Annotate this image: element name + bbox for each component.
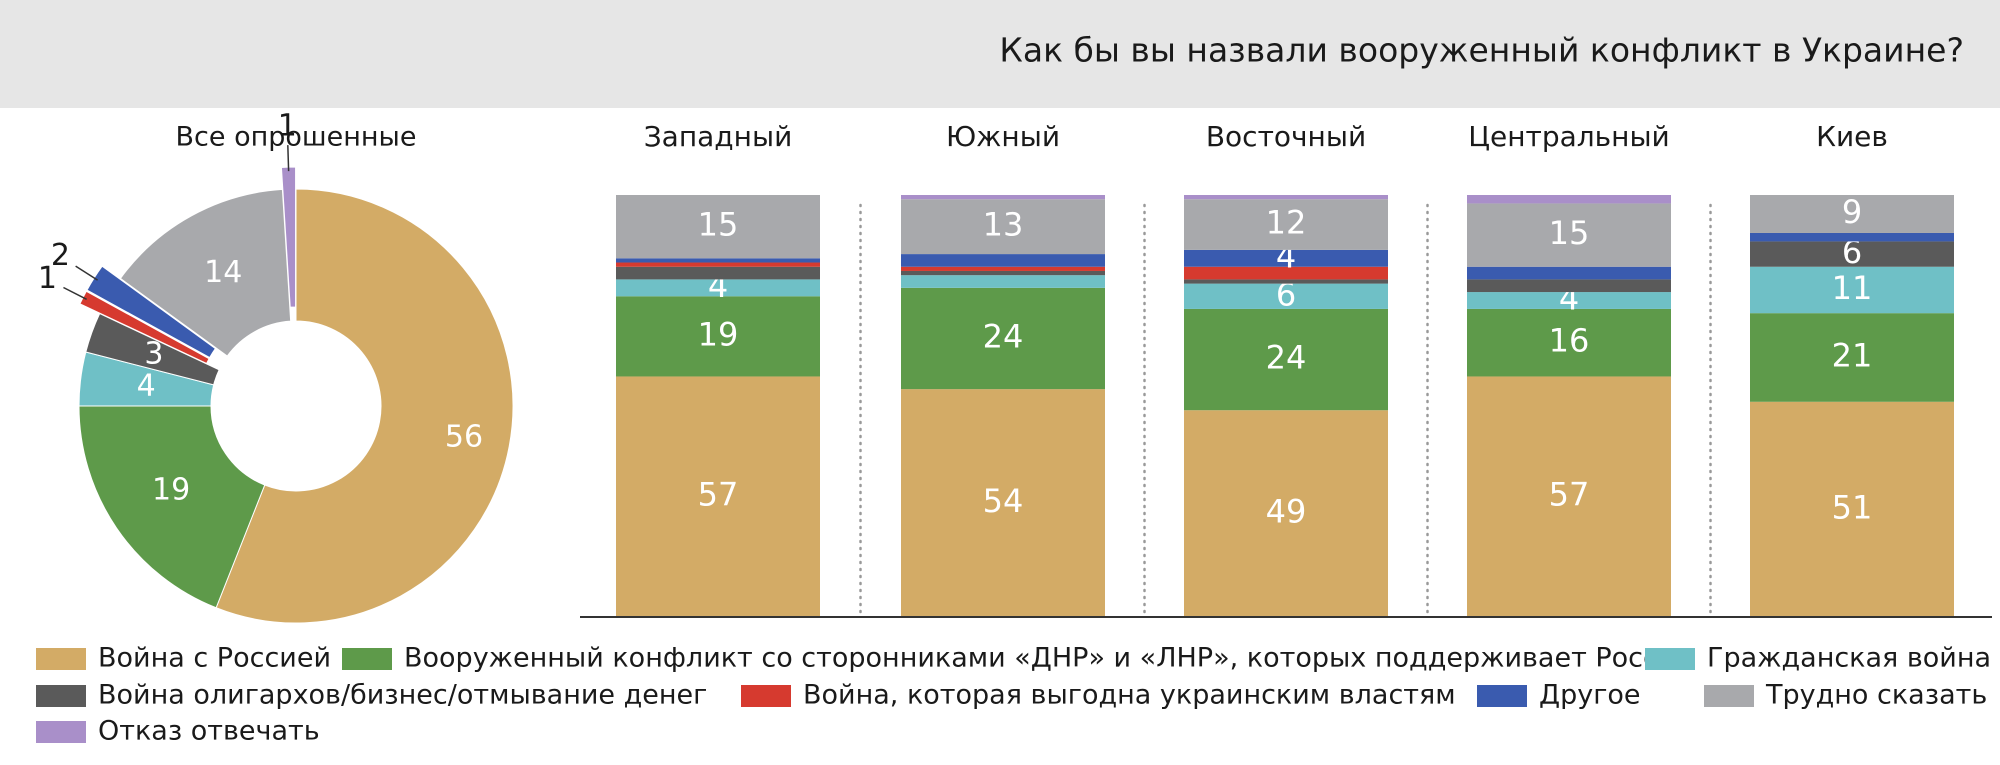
bar-segment (1184, 266, 1388, 280)
leader-line (63, 286, 87, 300)
leader-line (75, 265, 98, 281)
pie-slice (119, 188, 292, 357)
bar-segment (1750, 401, 1954, 617)
pie-slice (86, 265, 217, 359)
bar-segment (1184, 195, 1388, 200)
segment-label: 21 (1832, 336, 1873, 374)
bar-segment (901, 266, 1105, 271)
bar-segment (1750, 313, 1954, 402)
pie-slice (215, 188, 514, 624)
slice-label: 4 (137, 369, 156, 404)
segment-label: 16 (1549, 322, 1590, 360)
bar-segment (1184, 283, 1388, 309)
pie-slice (280, 166, 297, 308)
legend-swatch (36, 721, 86, 743)
segment-label: 49 (1266, 493, 1307, 531)
bar-segment (1467, 376, 1671, 617)
bar-segment (616, 376, 820, 617)
pie-slice (85, 312, 220, 386)
bar-segment (1184, 279, 1388, 284)
segment-label: 57 (1549, 476, 1590, 514)
header-band (0, 0, 2000, 108)
bar-title: Восточный (1206, 120, 1366, 153)
bar-segment (616, 258, 820, 263)
segment-label: 24 (1266, 339, 1307, 377)
bar-segment (1750, 241, 1954, 267)
bar-segment (901, 287, 1105, 390)
leader-line (287, 145, 290, 172)
bar-segment (1184, 249, 1388, 267)
slice-label: 1 (278, 109, 297, 144)
bar-title: Центральный (1468, 120, 1670, 153)
bar-segment (1750, 266, 1954, 314)
bar-segment (901, 199, 1105, 255)
segment-label: 12 (1266, 204, 1307, 242)
legend-swatch (342, 648, 392, 670)
legend-label: Другое (1539, 680, 1641, 711)
segment-label: 19 (698, 315, 739, 353)
legend-label: Трудно сказать (1765, 680, 1987, 711)
bar-segment (1184, 199, 1388, 250)
bar-segment (616, 279, 820, 297)
legend-label: Война олигархов/бизнес/отмывание денег (98, 680, 707, 711)
bar-segment (616, 266, 820, 280)
legend-swatch (1645, 648, 1695, 670)
bar-segment (901, 254, 1105, 267)
legend-label: Война, которая выгодна украинским властя… (803, 680, 1456, 711)
legend-swatch (741, 685, 791, 707)
bar-segment (1467, 308, 1671, 377)
bar-segment (1467, 203, 1671, 267)
segment-label: 57 (698, 476, 739, 514)
segment-label: 6 (1276, 275, 1296, 313)
bar-segment (901, 270, 1105, 276)
slice-label: 1 (38, 261, 57, 296)
legend-label: Отказ отвечать (98, 716, 320, 747)
segment-label: 24 (983, 317, 1024, 355)
legend-swatch (1704, 685, 1754, 707)
bar-segment (1184, 308, 1388, 411)
pie-slice (79, 290, 210, 365)
chart-title: Как бы вы назвали вооруженный конфликт в… (999, 31, 1964, 70)
bar-segment (901, 195, 1105, 200)
legend-label: Война с Россией (98, 643, 331, 674)
slice-label: 3 (144, 336, 163, 371)
segment-label: 15 (1549, 214, 1590, 252)
bar-title: Южный (946, 120, 1060, 153)
bar-segment (1467, 266, 1671, 280)
pie-title: Все опрошенные (176, 122, 417, 153)
bar-title: Киев (1816, 120, 1888, 153)
segment-label: 13 (983, 206, 1024, 244)
segment-label: 6 (1842, 233, 1862, 271)
bar-title: Западный (644, 120, 793, 153)
bar-segment (1184, 410, 1388, 617)
segment-label: 15 (698, 206, 739, 244)
legend-swatch (36, 648, 86, 670)
legend-swatch (36, 685, 86, 707)
bar-segment (901, 389, 1105, 617)
bar-segment (616, 195, 820, 259)
bar-segment (616, 296, 820, 377)
legend-label: Гражданская война (1707, 643, 1991, 674)
slice-label: 2 (51, 238, 70, 273)
segment-label: 9 (1842, 193, 1862, 231)
segment-label: 11 (1832, 269, 1873, 307)
legend-label: Вооруженный конфликт со сторонниками «ДН… (404, 643, 1692, 674)
legend-swatch (1477, 685, 1527, 707)
bar-segment (901, 275, 1105, 288)
slice-label: 56 (445, 420, 483, 455)
bar-segment (1467, 279, 1671, 293)
slice-label: 14 (204, 255, 242, 290)
bar-segment (1750, 232, 1954, 242)
segment-label: 51 (1832, 488, 1873, 526)
slice-label: 19 (152, 472, 190, 507)
pie-slice (78, 405, 266, 609)
bar-segment (1467, 292, 1671, 309)
bar-segment (616, 262, 820, 267)
bar-segment (1467, 195, 1671, 204)
bar-segment (1750, 195, 1954, 233)
segment-label: 54 (983, 482, 1024, 520)
